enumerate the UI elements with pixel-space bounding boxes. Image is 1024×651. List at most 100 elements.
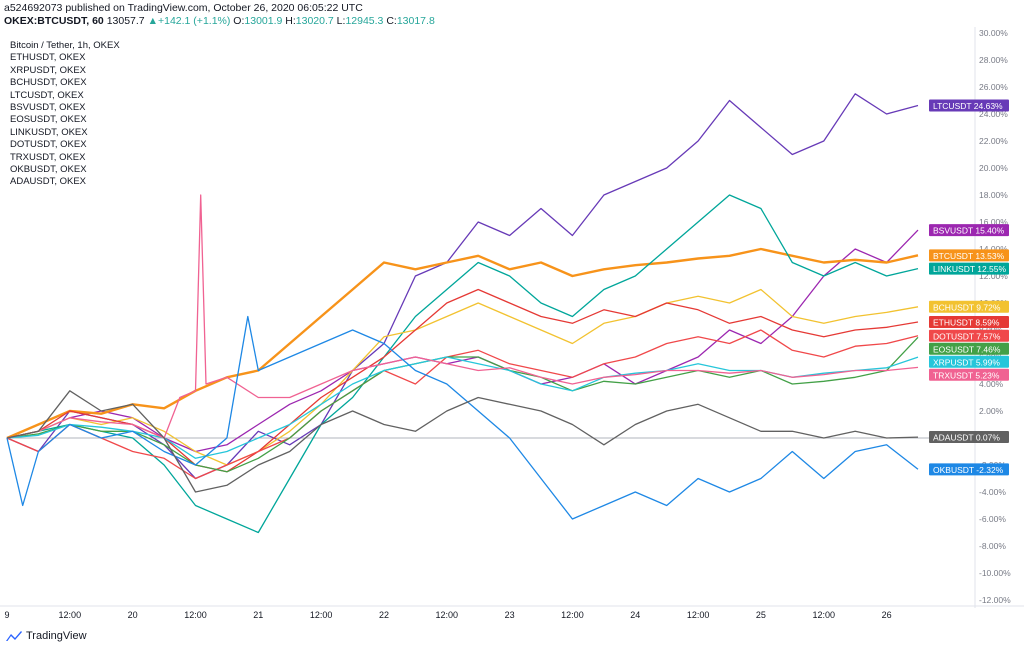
ohlc-line: OKEX:BTCUSDT, 60 13057.7 ▲+142.1 (+1.1%)… bbox=[4, 15, 435, 28]
y-tick-label: -12.00% bbox=[979, 595, 1011, 605]
x-tick-label: 20 bbox=[128, 610, 138, 620]
series-end-label: LTCUSDT 24.63% bbox=[929, 99, 1009, 112]
legend-item[interactable]: DOTUSDT, OKEX bbox=[10, 139, 87, 151]
y-tick-label: 16.00% bbox=[979, 217, 1008, 227]
series-end-label: ADAUSDT 0.07% bbox=[929, 431, 1009, 444]
x-tick-label: 21 bbox=[253, 610, 263, 620]
last-price: 13057.7 bbox=[106, 15, 145, 27]
series-line-dotusdt[interactable] bbox=[6, 329, 919, 480]
tradingview-logo-icon bbox=[6, 630, 22, 641]
x-tick-label: 12:00 bbox=[310, 610, 333, 620]
series-end-label-text: LTCUSDT 24.63% bbox=[933, 101, 1003, 111]
legend-item[interactable]: BCHUSDT, OKEX bbox=[10, 77, 87, 89]
legend-item[interactable]: XRPUSDT, OKEX bbox=[10, 64, 87, 76]
x-tick-label: 22 bbox=[379, 610, 389, 620]
published-line: a524692073 published on TradingView.com,… bbox=[4, 2, 363, 14]
series-end-label: EOSUSDT 7.46% bbox=[929, 342, 1009, 355]
series-end-label: TRXUSDT 5.23% bbox=[929, 368, 1009, 381]
series-line-btcusdt[interactable] bbox=[6, 247, 919, 440]
series-line-linkusdt[interactable] bbox=[6, 194, 919, 534]
series-line-xrpusdt[interactable] bbox=[6, 356, 919, 459]
series-line-ltcusdt[interactable] bbox=[6, 93, 919, 480]
y-tick-label: 24.00% bbox=[979, 109, 1008, 119]
high-label: H: bbox=[285, 15, 296, 27]
x-tick-label: 23 bbox=[505, 610, 515, 620]
x-tick-label: 26 bbox=[882, 610, 892, 620]
series-end-label-text: DOTUSDT 7.57% bbox=[933, 331, 1001, 341]
series-end-label-text: ETHUSDT 8.59% bbox=[933, 318, 1000, 328]
open-label: O: bbox=[233, 15, 245, 27]
close-label: C: bbox=[386, 15, 397, 27]
series-end-label: BSVUSDT 15.40% bbox=[929, 224, 1009, 237]
series-end-label: ETHUSDT 8.59% bbox=[929, 316, 1009, 329]
series-line-adausdt[interactable] bbox=[6, 390, 919, 493]
series-end-label-text: OKBUSDT -2.32% bbox=[933, 465, 1004, 475]
close-value: 13017.8 bbox=[396, 15, 435, 27]
legend-item[interactable]: TRXUSDT, OKEX bbox=[10, 151, 86, 163]
series-end-label-text: LINKUSDT 12.55% bbox=[933, 264, 1007, 274]
x-tick-label: 9 bbox=[4, 610, 9, 620]
y-tick-label: 4.00% bbox=[979, 379, 1004, 389]
x-tick-label: 25 bbox=[756, 610, 766, 620]
legend-item[interactable]: ADAUSDT, OKEX bbox=[10, 176, 87, 188]
y-tick-label: 22.00% bbox=[979, 136, 1008, 146]
x-tick-label: 24 bbox=[630, 610, 640, 620]
chart-header: a524692073 published on TradingView.com,… bbox=[4, 2, 435, 28]
series-end-label-text: BSVUSDT 15.40% bbox=[933, 226, 1005, 236]
x-tick-label: 12:00 bbox=[812, 610, 835, 620]
series-end-label: OKBUSDT -2.32% bbox=[929, 463, 1009, 476]
change-value: +142.1 (+1.1%) bbox=[157, 15, 231, 27]
symbol-label: OKEX:BTCUSDT, 60 bbox=[4, 15, 104, 27]
series-line-bsvusdt[interactable] bbox=[6, 229, 919, 453]
series-end-label-text: TRXUSDT 5.23% bbox=[933, 370, 1000, 380]
legend-item[interactable]: LTCUSDT, OKEX bbox=[10, 89, 84, 101]
x-tick-label: 12:00 bbox=[59, 610, 82, 620]
y-tick-label: 30.00% bbox=[979, 28, 1008, 38]
series-end-label-text: EOSUSDT 7.46% bbox=[933, 344, 1001, 354]
x-tick-label: 12:00 bbox=[561, 610, 584, 620]
x-tick-label: 12:00 bbox=[436, 610, 459, 620]
legend-item[interactable]: Bitcoin / Tether, 1h, OKEX bbox=[10, 40, 120, 51]
series-end-label-text: XRPUSDT 5.99% bbox=[933, 357, 1000, 367]
high-value: 13020.7 bbox=[295, 15, 334, 27]
y-tick-label: -8.00% bbox=[979, 541, 1006, 551]
series-end-label: BCHUSDT 9.72% bbox=[929, 300, 1009, 313]
low-value: 12945.3 bbox=[345, 15, 384, 27]
brand-name: TradingView bbox=[26, 630, 87, 642]
legend-item[interactable]: LINKUSDT, OKEX bbox=[10, 126, 88, 138]
legend-item[interactable]: EOSUSDT, OKEX bbox=[10, 114, 87, 126]
change-arrow-icon: ▲ bbox=[147, 15, 158, 27]
y-tick-label: 26.00% bbox=[979, 82, 1008, 92]
x-tick-label: 12:00 bbox=[184, 610, 207, 620]
legend-item[interactable]: ETHUSDT, OKEX bbox=[10, 52, 86, 64]
y-tick-label: 12.00% bbox=[979, 271, 1008, 281]
series-end-label: DOTUSDT 7.57% bbox=[929, 329, 1009, 342]
y-tick-label: 28.00% bbox=[979, 55, 1008, 65]
legend-item[interactable]: OKBUSDT, OKEX bbox=[10, 164, 87, 176]
legend-item[interactable]: BSVUSDT, OKEX bbox=[10, 102, 86, 114]
y-tick-label: 2.00% bbox=[979, 406, 1004, 416]
series-end-label: XRPUSDT 5.99% bbox=[929, 355, 1009, 368]
series-line-eosusdt[interactable] bbox=[6, 336, 919, 473]
low-label: L: bbox=[336, 15, 346, 27]
series-end-label-text: ADAUSDT 0.07% bbox=[933, 433, 1000, 443]
series-line-ethusdt[interactable] bbox=[6, 288, 919, 473]
y-tick-label: -6.00% bbox=[979, 514, 1006, 524]
y-tick-label: -10.00% bbox=[979, 568, 1011, 578]
y-tick-label: 14.00% bbox=[979, 244, 1008, 254]
series-legend: Bitcoin / Tether, 1h, OKEX ETHUSDT, OKEX… bbox=[10, 40, 120, 189]
x-tick-label: 12:00 bbox=[687, 610, 710, 620]
series-end-label-text: BTCUSDT 13.53% bbox=[933, 251, 1005, 261]
series-line-okbusdt[interactable] bbox=[6, 315, 919, 520]
series-line-trxusdt[interactable] bbox=[6, 194, 919, 439]
series-line-bchusdt[interactable] bbox=[6, 288, 919, 466]
series-end-label-text: BCHUSDT 9.72% bbox=[933, 302, 1001, 312]
y-tick-label: 20.00% bbox=[979, 163, 1008, 173]
y-tick-label: -4.00% bbox=[979, 487, 1006, 497]
series-end-label: BTCUSDT 13.53% bbox=[929, 249, 1009, 262]
series-end-label: LINKUSDT 12.55% bbox=[929, 262, 1009, 275]
y-tick-label: 18.00% bbox=[979, 190, 1008, 200]
footer-brand: TradingView bbox=[6, 630, 87, 642]
open-value: 13001.9 bbox=[244, 15, 283, 27]
